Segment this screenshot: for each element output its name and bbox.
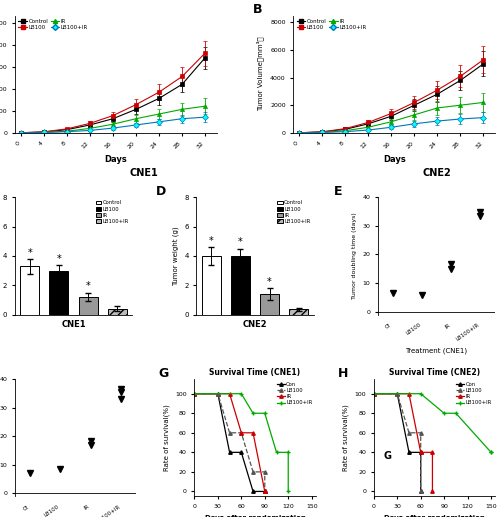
Bar <box>260 294 279 314</box>
LB100+IR <box>488 449 494 455</box>
Line: LB100: LB100 <box>372 392 422 493</box>
Text: E: E <box>334 185 342 198</box>
Y-axis label: Rate of survival(%): Rate of survival(%) <box>342 404 349 471</box>
Legend: Control, LB100, IR, LB100+IR: Control, LB100, IR, LB100+IR <box>96 200 130 224</box>
Text: *: * <box>28 248 32 257</box>
LB100 <box>262 469 268 475</box>
Line: LB100: LB100 <box>192 392 266 493</box>
Y-axis label: Tumor weight (g): Tumor weight (g) <box>172 226 179 286</box>
Text: *: * <box>86 281 90 292</box>
Line: IR: IR <box>372 392 434 493</box>
Title: Survival Time (CNE1): Survival Time (CNE1) <box>210 368 300 377</box>
Line: LB100+IR: LB100+IR <box>192 392 290 493</box>
Legend: Control, LB100, IR, LB100+IR: Control, LB100, IR, LB100+IR <box>18 18 88 31</box>
Text: B: B <box>253 3 262 16</box>
LB100+IR <box>274 449 280 455</box>
Text: G: G <box>158 367 168 379</box>
IR <box>238 430 244 436</box>
Con <box>215 391 221 397</box>
Line: Con: Con <box>192 392 266 493</box>
IR <box>430 489 436 495</box>
IR <box>418 449 424 455</box>
IR <box>262 489 268 495</box>
Con <box>406 449 412 455</box>
IR <box>406 391 412 397</box>
LB100+IR <box>285 489 291 495</box>
LB100+IR <box>441 410 447 416</box>
Bar <box>20 266 40 314</box>
LB100 <box>371 391 377 397</box>
Text: *: * <box>56 253 62 264</box>
LB100+IR <box>192 391 198 397</box>
LB100 <box>418 489 424 495</box>
Bar <box>50 270 68 314</box>
Con <box>192 391 198 397</box>
Legend: Control, LB100, IR, LB100+IR: Control, LB100, IR, LB100+IR <box>296 18 367 31</box>
Con <box>226 449 232 455</box>
IR <box>430 449 436 455</box>
Bar <box>290 309 308 314</box>
IR <box>262 489 268 495</box>
X-axis label: Days after randomization: Days after randomization <box>204 514 306 517</box>
LB100+IR <box>418 391 424 397</box>
Bar <box>202 256 220 314</box>
LB100 <box>262 489 268 495</box>
IR <box>250 430 256 436</box>
LB100 <box>250 469 256 475</box>
LB100+IR <box>285 449 291 455</box>
LB100 <box>226 430 232 436</box>
LB100 <box>238 430 244 436</box>
LB100 <box>215 391 221 397</box>
Con <box>250 489 256 495</box>
LB100+IR <box>371 391 377 397</box>
LB100+IR <box>238 391 244 397</box>
LB100+IR <box>453 410 459 416</box>
Title: Survival Time (CNE2): Survival Time (CNE2) <box>389 368 480 377</box>
LB100+IR <box>262 410 268 416</box>
Con <box>371 391 377 397</box>
Text: H: H <box>338 367 348 379</box>
LB100 <box>192 391 198 397</box>
X-axis label: Days: Days <box>383 155 406 164</box>
Y-axis label: Tumor doubling time (days): Tumor doubling time (days) <box>352 212 357 299</box>
LB100 <box>406 430 412 436</box>
Text: *: * <box>267 277 272 287</box>
Line: Con: Con <box>372 392 422 493</box>
Con <box>394 391 400 397</box>
IR <box>226 391 232 397</box>
LB100 <box>394 391 400 397</box>
X-axis label: CNE1: CNE1 <box>61 320 86 329</box>
Con <box>262 489 268 495</box>
LB100 <box>418 430 424 436</box>
Bar <box>231 256 250 314</box>
X-axis label: Days: Days <box>104 155 127 164</box>
IR <box>192 391 198 397</box>
X-axis label: CNE2: CNE2 <box>242 320 268 329</box>
Con <box>418 449 424 455</box>
Text: G: G <box>384 451 392 461</box>
Legend: Con, LB100, IR, LB100+IR: Con, LB100, IR, LB100+IR <box>276 382 313 406</box>
Bar <box>108 309 127 314</box>
Con <box>238 449 244 455</box>
Text: CNE1: CNE1 <box>130 168 158 178</box>
Legend: Control, LB100, IR, LB100+IR: Control, LB100, IR, LB100+IR <box>276 200 311 224</box>
LB100+IR <box>488 449 494 455</box>
Con <box>418 489 424 495</box>
X-axis label: Treatment (CNE1): Treatment (CNE1) <box>406 347 468 354</box>
Line: IR: IR <box>192 392 266 493</box>
Text: *: * <box>238 237 243 248</box>
Legend: Con, LB100, IR, LB100+IR: Con, LB100, IR, LB100+IR <box>456 382 492 406</box>
Text: D: D <box>156 185 166 198</box>
Y-axis label: Rate of survival(%): Rate of survival(%) <box>163 404 170 471</box>
Text: *: * <box>209 236 214 246</box>
Con <box>262 489 268 495</box>
LB100+IR <box>250 410 256 416</box>
Bar <box>78 297 98 314</box>
Line: LB100+IR: LB100+IR <box>372 392 493 454</box>
Text: CNE2: CNE2 <box>422 168 451 178</box>
IR <box>371 391 377 397</box>
Y-axis label: Tumor Volume（mm³）: Tumor Volume（mm³） <box>257 37 264 112</box>
X-axis label: Days after randomization: Days after randomization <box>384 514 485 517</box>
